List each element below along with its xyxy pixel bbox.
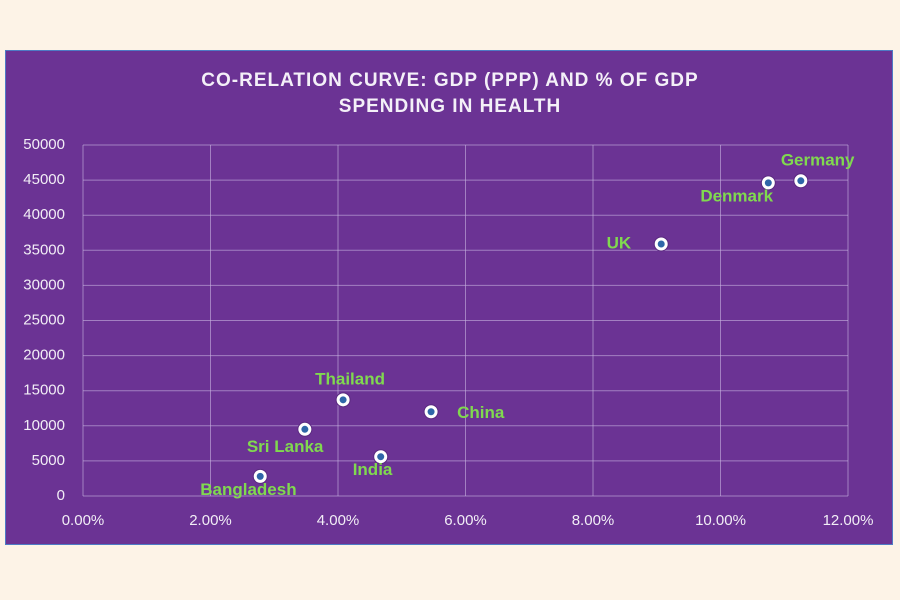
point-label: India <box>353 460 393 479</box>
y-tick-label: 10000 <box>23 417 65 434</box>
x-tick-label: 0.00% <box>62 512 105 529</box>
y-tick-label: 25000 <box>23 311 65 328</box>
x-tick-label: 12.00% <box>823 512 874 529</box>
x-tick-label: 10.00% <box>695 512 746 529</box>
point-center <box>657 240 665 248</box>
point-label: Germany <box>781 150 855 169</box>
y-tick-label: 15000 <box>23 382 65 399</box>
point-center <box>797 177 805 185</box>
point-label: Bangladesh <box>200 480 296 499</box>
y-tick-label: 30000 <box>23 276 65 293</box>
y-tick-label: 20000 <box>23 347 65 364</box>
point-center <box>764 179 772 187</box>
y-tick-label: 50000 <box>23 136 65 153</box>
point-center <box>301 425 309 433</box>
x-tick-label: 8.00% <box>572 512 615 529</box>
point-label: UK <box>607 233 632 252</box>
y-tick-label: 45000 <box>23 171 65 188</box>
point-label: China <box>457 403 505 422</box>
point-center <box>427 408 435 416</box>
x-tick-label: 2.00% <box>189 512 232 529</box>
point-center <box>256 472 264 480</box>
x-tick-label: 6.00% <box>444 512 487 529</box>
point-center <box>377 453 385 461</box>
point-center <box>339 396 347 404</box>
y-tick-label: 35000 <box>23 241 65 258</box>
y-tick-label: 0 <box>57 487 65 504</box>
x-tick-label: 4.00% <box>317 512 360 529</box>
point-label: Thailand <box>315 369 385 388</box>
chart-panel <box>5 50 893 545</box>
point-label: Sri Lanka <box>247 437 324 456</box>
y-tick-label: 5000 <box>32 452 65 469</box>
point-label: Denmark <box>700 186 773 205</box>
y-tick-label: 40000 <box>23 206 65 223</box>
chart-title: CO-RELATION CURVE: GDP (PPP) AND % OF GD… <box>201 70 699 117</box>
